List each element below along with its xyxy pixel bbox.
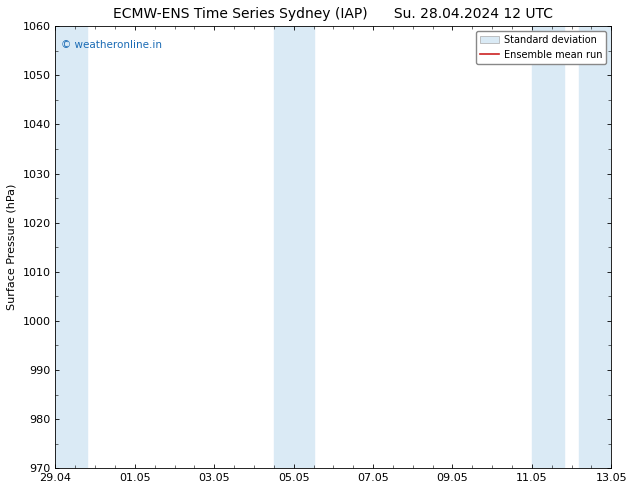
Bar bbox=[579, 26, 611, 468]
Bar bbox=[532, 26, 564, 468]
Legend: Standard deviation, Ensemble mean run: Standard deviation, Ensemble mean run bbox=[476, 31, 606, 64]
Text: © weatheronline.in: © weatheronline.in bbox=[61, 40, 162, 49]
Title: ECMW-ENS Time Series Sydney (IAP)      Su. 28.04.2024 12 UTC: ECMW-ENS Time Series Sydney (IAP) Su. 28… bbox=[113, 7, 553, 21]
Bar bbox=[56, 26, 87, 468]
Bar bbox=[274, 26, 314, 468]
Y-axis label: Surface Pressure (hPa): Surface Pressure (hPa) bbox=[7, 184, 17, 311]
